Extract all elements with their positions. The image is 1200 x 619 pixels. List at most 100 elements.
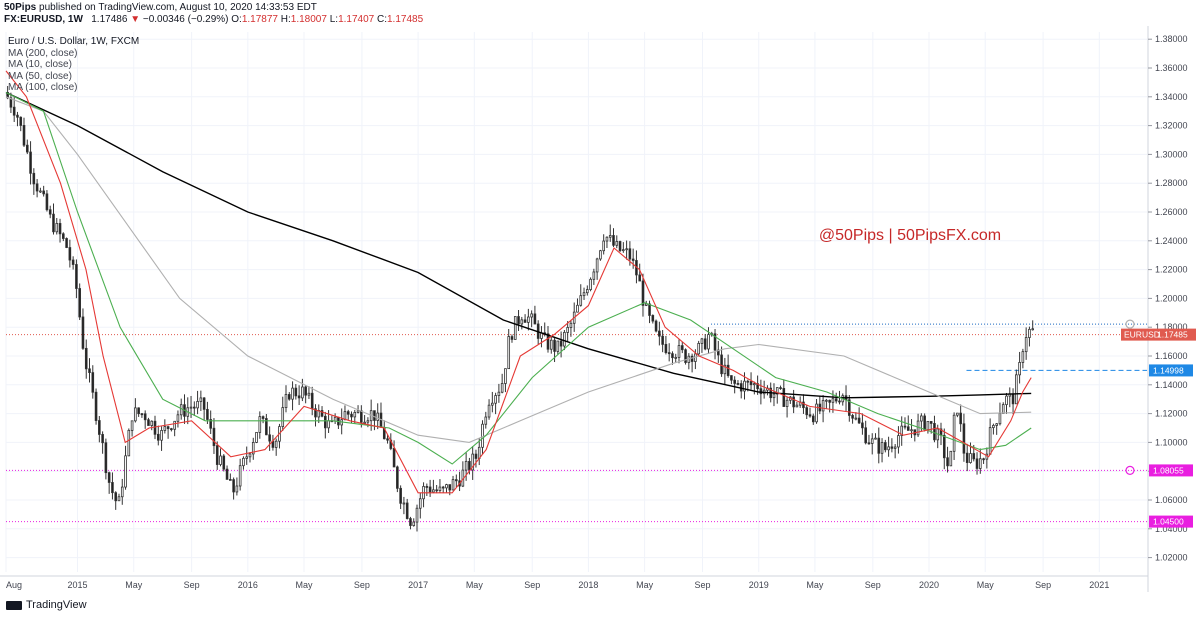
candles	[6, 86, 1035, 532]
legend-title[interactable]: Euro / U.S. Dollar, 1W, FXCM	[8, 36, 140, 47]
footer-brand: TradingView	[26, 599, 87, 611]
candle-body	[992, 425, 995, 429]
candle-body	[107, 472, 111, 483]
legend-item-ma50[interactable]: MA (50, close)	[8, 70, 72, 82]
candle-body	[998, 413, 1002, 425]
candle-body	[618, 241, 622, 251]
publisher-name[interactable]: 50Pips	[4, 2, 37, 13]
current-price-tag	[1121, 328, 1196, 341]
candle-body	[733, 379, 736, 384]
candle-body	[376, 412, 380, 421]
candle-body	[235, 485, 239, 493]
candle-body	[785, 399, 789, 407]
time-tick-label: Sep	[524, 580, 540, 590]
candle-body	[631, 258, 635, 261]
candle-body	[749, 381, 753, 386]
candle-body	[1024, 337, 1028, 353]
candle-body	[438, 486, 442, 491]
ma100-line	[5, 96, 1032, 443]
candle-body	[42, 190, 45, 195]
candle-body	[648, 303, 651, 316]
time-tick-label: 2019	[749, 580, 769, 590]
time-axis: Aug 2015 May Sep 2016 May Sep 2017 May Sep 2018 May…	[0, 575, 1148, 590]
candle-body	[464, 460, 468, 471]
candle-body	[399, 487, 402, 504]
candle-body	[55, 223, 59, 233]
publish-line: 50Pips published on TradingView.com, Aug…	[4, 2, 423, 14]
time-tick-label: 2018	[578, 580, 598, 590]
candle-body	[867, 442, 871, 445]
price-tick-label: 1.38000	[1155, 34, 1188, 44]
price-tick-label: 1.32000	[1155, 121, 1188, 131]
level-price-tag-value: 1.14998	[1153, 365, 1184, 375]
candle-body	[346, 411, 350, 415]
candle-body	[412, 521, 416, 526]
candle-body	[173, 420, 176, 430]
price-tick-label: 1.22000	[1155, 265, 1188, 275]
candle-body	[353, 412, 357, 418]
candle-body	[870, 438, 874, 444]
candle-body	[965, 452, 969, 463]
candle-body	[251, 442, 255, 455]
candle-body	[517, 316, 520, 325]
candle-body	[356, 410, 360, 413]
chart-header: 50Pips published on TradingView.com, Aug…	[4, 2, 423, 26]
candle-body	[91, 372, 95, 393]
candle-body	[874, 437, 877, 440]
candle-body	[605, 236, 609, 242]
legend-item-ma200[interactable]: MA (200, close)	[8, 47, 78, 59]
candle-body	[690, 355, 694, 362]
ma50-line	[5, 92, 1032, 465]
candle-body	[130, 420, 134, 431]
candle-body	[117, 496, 121, 502]
candle-body	[405, 502, 409, 519]
candle-body	[268, 434, 271, 442]
candle-body	[179, 404, 183, 416]
price-chart[interactable]: @50Pips | 50PipsFX.com 1.38000 1.36000 1.34…	[0, 26, 1200, 614]
chart-area[interactable]: @50Pips | 50PipsFX.com 1.38000 1.36000 1.34…	[0, 26, 1200, 614]
candle-body	[982, 458, 985, 461]
candle-body	[415, 507, 419, 523]
candle-body	[392, 448, 396, 468]
candle-body	[307, 392, 311, 396]
candle-body	[58, 223, 62, 235]
candle-body	[215, 445, 219, 465]
candle-body	[366, 420, 370, 423]
level-price-tag-value: 1.08055	[1153, 465, 1184, 475]
candle-body	[176, 414, 180, 422]
candle-body	[474, 453, 478, 459]
candle-body	[242, 457, 245, 467]
legend-item-ma100[interactable]: MA (100, close)	[8, 82, 78, 93]
candle-body	[658, 330, 661, 337]
legend-item-ma10[interactable]: MA (10, close)	[8, 59, 72, 70]
candle-body	[556, 340, 560, 352]
candle-body	[84, 347, 88, 370]
candle-body	[661, 335, 664, 345]
candle-body	[713, 333, 717, 351]
price-tick-label: 1.14000	[1155, 380, 1188, 390]
candle-body	[114, 492, 118, 502]
candle-body	[834, 398, 838, 402]
tradingview-logo-icon	[6, 600, 22, 610]
candle-body	[507, 336, 511, 370]
candle-body	[890, 446, 894, 449]
candle-body	[65, 238, 68, 248]
candle-body	[297, 395, 301, 399]
ma10-line	[5, 70, 1032, 494]
candle-body	[527, 316, 530, 323]
price-tick-label: 1.18000	[1155, 322, 1188, 332]
price-tick-label: 1.20000	[1155, 293, 1188, 303]
candle-body	[150, 420, 154, 426]
candle-body	[284, 394, 288, 409]
candle-body	[255, 431, 258, 443]
candle-body	[576, 304, 579, 313]
change-arrow-icon: ▼	[130, 14, 141, 25]
tradingview-footer[interactable]: TradingView	[6, 599, 87, 611]
candle-body	[854, 417, 858, 420]
candle-body	[1028, 328, 1031, 338]
candle-body	[448, 484, 452, 491]
candle-body	[952, 414, 956, 452]
candle-body	[893, 446, 897, 449]
candle-body	[409, 518, 412, 526]
price-tag-symbol: EURUSD	[1124, 330, 1160, 340]
